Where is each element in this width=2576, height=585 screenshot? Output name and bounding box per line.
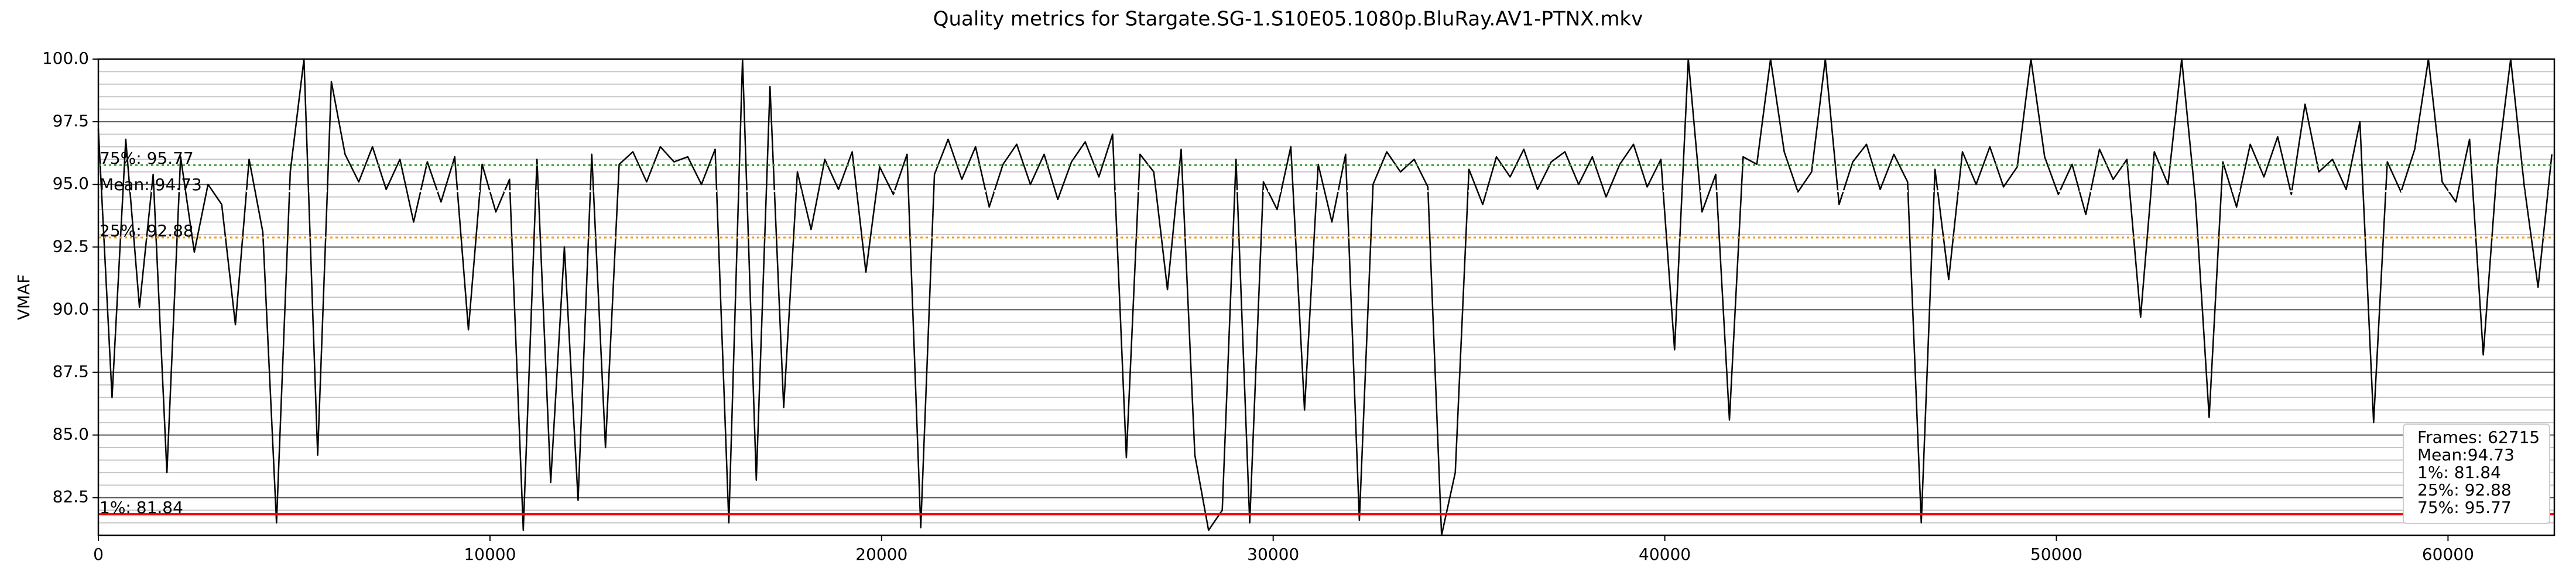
plot-frame <box>97 58 2556 536</box>
x-tick-label: 20000 <box>855 545 907 564</box>
info-text: 1%: 81.84 <box>2417 463 2501 482</box>
y-axis-label: VMAF <box>14 274 33 321</box>
x-tick-label: 60000 <box>2422 545 2474 564</box>
y-tick-label: 82.5 <box>53 487 89 507</box>
reference-label: 1%: 81.84 <box>100 498 183 517</box>
reference-label: 75%: 95.77 <box>100 149 194 168</box>
info-text: Mean:94.73 <box>2417 445 2515 464</box>
chart-title: Quality metrics for Stargate.SG-1.S10E05… <box>933 8 1643 31</box>
y-tick-label: 85.0 <box>53 425 89 444</box>
reference-label: 25%: 92.88 <box>100 221 194 240</box>
y-tick-label: 100.0 <box>42 49 89 68</box>
x-tick-label: 40000 <box>1639 545 1691 564</box>
x-tick-label: 10000 <box>464 545 516 564</box>
y-tick-label: 95.0 <box>53 174 89 193</box>
info-text: Frames: 62715 <box>2417 428 2540 447</box>
reference-label: Mean: 94.73 <box>100 175 202 194</box>
info-text: 25%: 92.88 <box>2417 480 2512 500</box>
info-text: 75%: 95.77 <box>2417 498 2512 517</box>
y-tick-label: 92.5 <box>53 236 89 256</box>
y-tick-label: 87.5 <box>53 362 89 381</box>
series-line <box>97 58 2553 536</box>
plot-area <box>97 58 2554 536</box>
y-tick-label: 90.0 <box>53 299 89 318</box>
x-tick-label: 50000 <box>2030 545 2082 564</box>
x-tick-label: 30000 <box>1247 545 1299 564</box>
y-tick-label: 97.5 <box>53 111 89 130</box>
info-box <box>2403 424 2550 524</box>
x-tick-label: 0 <box>93 545 104 564</box>
